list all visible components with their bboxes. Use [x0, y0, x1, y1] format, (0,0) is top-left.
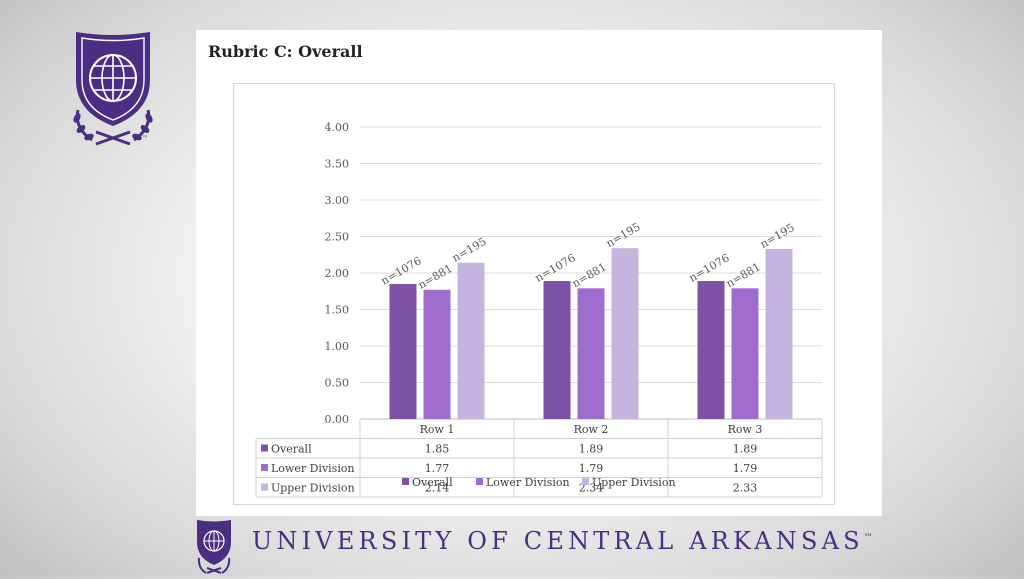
table-cell-value: 1.79 — [733, 462, 758, 475]
bar-lower-division — [423, 289, 451, 419]
bar-lower-division — [577, 288, 605, 419]
table-cell-value: 2.33 — [733, 482, 758, 495]
table-cell-value: 1.89 — [579, 443, 604, 456]
legend-swatch — [402, 478, 409, 485]
table-cell-value: 2.14 — [425, 482, 450, 495]
y-tick-label: 4.00 — [325, 121, 350, 134]
university-crest-logo: ™ — [68, 28, 158, 146]
table-legend-key — [261, 483, 268, 491]
crest-trademark: ™ — [142, 135, 148, 142]
chart-frame: 0.00 0.50 1.00 1.50 2.00 2.50 3.00 3.50 4.00 n=10… — [233, 83, 835, 505]
bar-overall — [697, 281, 725, 419]
legend-label: Overall — [412, 476, 453, 489]
x-category-label: Row 2 — [574, 423, 609, 436]
bar-upper-division — [611, 248, 639, 419]
y-tick-label: 2.50 — [325, 231, 350, 244]
trademark-symbol: ™ — [863, 533, 873, 543]
university-name: UNIVERSITY OF CENTRAL ARKANSAS™ — [252, 527, 873, 555]
sample-size-label: n=881 — [570, 260, 609, 290]
footer-crest-logo — [194, 518, 234, 574]
table-row-label: Lower Division — [271, 462, 355, 475]
bar-upper-division — [457, 262, 485, 419]
y-tick-label: 3.50 — [325, 158, 350, 171]
legend-label: Lower Division — [486, 476, 570, 489]
x-category-label: Row 3 — [728, 423, 763, 436]
sample-size-label: n=881 — [724, 260, 763, 290]
bar-overall — [543, 281, 571, 419]
table-legend-key — [261, 444, 268, 452]
x-category-label: Row 1 — [420, 423, 455, 436]
bar-lower-division — [731, 288, 759, 419]
table-cell-value: 1.77 — [425, 462, 450, 475]
table-cell-value: 1.89 — [733, 443, 758, 456]
table-legend-key — [261, 464, 268, 471]
table-row-label: Overall — [271, 443, 312, 456]
legend-label: Upper Division — [592, 476, 676, 489]
table-row-label: Upper Division — [271, 482, 355, 495]
y-tick-label: 0.50 — [325, 377, 350, 390]
sample-size-label: n=195 — [604, 220, 643, 250]
table-cell-value: 1.79 — [579, 462, 604, 475]
y-tick-label: 0.00 — [325, 413, 350, 426]
y-tick-label: 2.00 — [325, 267, 350, 280]
sample-size-label: n=195 — [758, 221, 797, 251]
y-tick-label: 3.00 — [325, 194, 350, 207]
bar-upper-division — [765, 248, 793, 419]
legend-swatch — [476, 478, 483, 485]
legend-swatch — [582, 478, 589, 485]
sample-size-label: n=195 — [450, 235, 489, 265]
y-tick-label: 1.50 — [325, 304, 350, 317]
y-tick-label: 1.00 — [325, 340, 350, 353]
page-title: Rubric C: Overall — [208, 42, 363, 61]
bar-chart: 0.000.501.001.502.002.503.003.504.00n=10… — [255, 121, 823, 498]
chart-panel: Rubric C: Overall 0.00 0.50 1.00 1.50 2.00 2.… — [196, 30, 882, 516]
bar-overall — [389, 283, 417, 419]
university-name-text: UNIVERSITY OF CENTRAL ARKANSAS — [252, 527, 864, 555]
table-cell-value: 1.85 — [425, 443, 450, 456]
